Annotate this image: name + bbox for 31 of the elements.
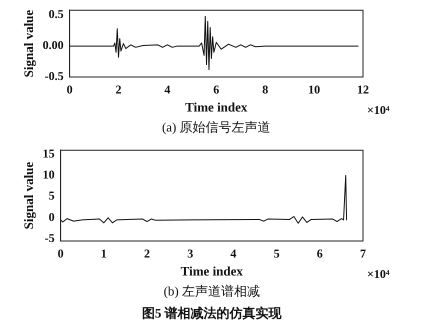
y-tick-label: -0.5 [44,69,64,84]
y-axis-title: Signal value [21,162,36,230]
x-tick-label: 0 [66,82,73,96]
y-tick-label: 0 [48,210,55,224]
y-tick-label: -5 [44,230,55,245]
text: ×10⁴ [367,103,390,118]
text: (b) 左声道谱相减 [164,283,260,298]
x-tick-label: 2 [116,82,122,96]
x-tick-label: 2 [144,246,150,260]
x-tick-label: 12 [357,82,369,96]
x-tick-label: 6 [316,246,323,260]
x-tick-label: 4 [230,246,236,260]
x-tick-label: 10 [308,82,320,96]
caption: 图5 谱相减法的仿真实现 [142,305,283,320]
x-tick-label: 8 [262,82,268,96]
y-axis-title: Signal value [21,10,36,78]
x-axis-title: Time index [180,264,244,279]
y-tick-label: 0.00 [42,38,64,52]
text: (a) 原始信号左声道 [162,119,271,134]
y-tick-label: 15 [42,146,55,161]
x-tick-label: 1 [100,246,107,260]
x-tick-label: 7 [360,246,366,260]
x-tick-label: 3 [187,246,194,260]
text: ×10⁴ [367,267,390,282]
y-tick-label: 0.5 [48,7,64,22]
x-axis-title: Time index [185,100,248,115]
x-tick-label: 6 [213,82,220,96]
x-tick-label: 4 [164,82,170,96]
y-tick-label: 10 [42,168,55,182]
x-tick-label: 5 [274,246,280,260]
y-tick-label: 5 [48,188,55,203]
